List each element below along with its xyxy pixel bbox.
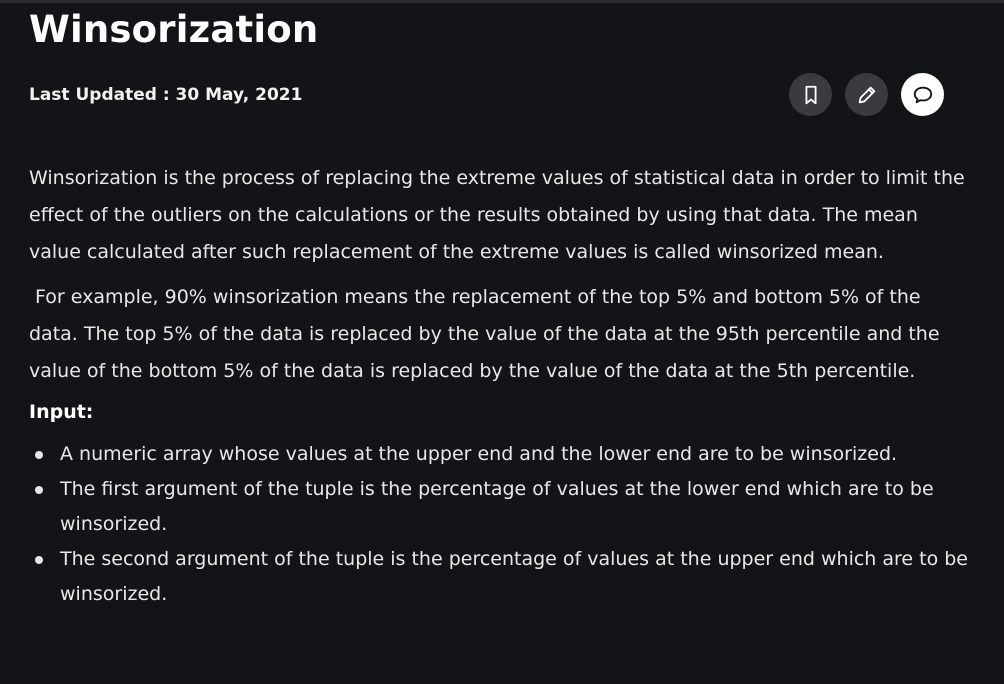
list-item: A numeric array whose values at the uppe… [29, 437, 969, 472]
last-updated: Last Updated : 30 May, 2021 [29, 85, 303, 105]
list-item-text: The second argument of the tuple is the … [60, 548, 969, 605]
list-item-text: A numeric array whose values at the uppe… [60, 443, 898, 465]
bookmark-button[interactable] [789, 73, 832, 116]
bullet-icon [35, 556, 43, 564]
bullet-icon [35, 486, 43, 494]
page-title: Winsorization [29, 8, 319, 51]
pencil-icon [858, 86, 875, 103]
article-body: Winsorization is the process of replacin… [29, 160, 969, 612]
top-strip [0, 0, 1004, 3]
bullet-icon [35, 451, 43, 459]
list-item: The second argument of the tuple is the … [29, 542, 969, 612]
bookmark-icon [805, 85, 816, 104]
comment-button[interactable] [901, 73, 944, 116]
comment-icon [913, 86, 932, 103]
article-actions [789, 73, 944, 116]
input-list: A numeric array whose values at the uppe… [29, 437, 969, 612]
paragraph-definition: Winsorization is the process of replacin… [29, 167, 965, 263]
list-item-text: The first argument of the tuple is the p… [60, 478, 934, 535]
input-heading: Input: [29, 401, 94, 423]
paragraph-example: For example, 90% winsorization means the… [29, 286, 946, 382]
list-item: The first argument of the tuple is the p… [29, 472, 969, 542]
edit-button[interactable] [845, 73, 888, 116]
